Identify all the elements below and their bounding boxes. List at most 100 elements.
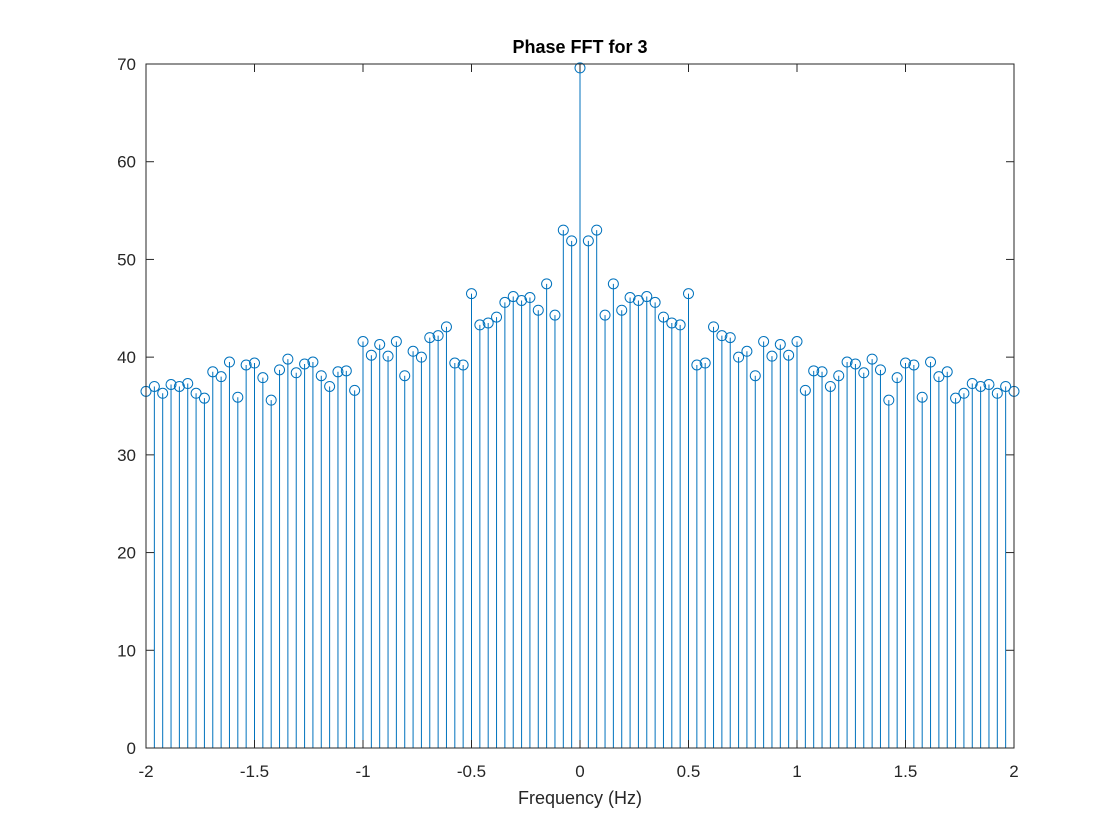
- stem-marker: [240, 359, 252, 371]
- x-tick-label: -1: [355, 762, 370, 781]
- stem-marker: [482, 317, 494, 329]
- stem-marker: [716, 330, 728, 342]
- stem-marker: [524, 292, 536, 304]
- stem-marker: [808, 365, 820, 377]
- stem-marker: [282, 353, 294, 365]
- y-tick-label: 50: [117, 250, 136, 269]
- stem-marker: [791, 336, 803, 348]
- stem-marker: [966, 378, 978, 390]
- stem-marker: [315, 370, 327, 382]
- x-axis-ticks: -2 -1.5 -1 -0.5 0 0.5 1 1.5 2: [138, 64, 1019, 781]
- x-tick-label: 2: [1009, 762, 1018, 781]
- y-tick-label: 0: [127, 739, 136, 758]
- stem-marker: [424, 332, 436, 344]
- y-tick-label: 70: [117, 55, 136, 74]
- x-tick-label: -2: [138, 762, 153, 781]
- stem-marker: [708, 321, 720, 333]
- chart-title: Phase FFT for 3: [512, 37, 647, 57]
- y-tick-label: 40: [117, 348, 136, 367]
- stem-marker: [382, 350, 394, 362]
- stem-marker: [549, 309, 561, 321]
- stem-marker: [925, 356, 937, 368]
- stem-marker: [232, 391, 244, 403]
- stem-marker: [599, 309, 611, 321]
- stem-marker: [774, 338, 786, 350]
- stem-marker: [190, 387, 202, 399]
- stem-marker: [683, 288, 694, 300]
- stem-marker: [641, 291, 653, 303]
- stem-marker: [307, 356, 319, 368]
- stem-marker: [799, 384, 811, 396]
- stem-marker: [816, 366, 828, 378]
- stem-marker: [532, 304, 544, 316]
- stem-marker: [457, 359, 469, 371]
- stem-marker: [390, 336, 402, 348]
- stem-marker: [900, 357, 911, 369]
- x-tick-label: 0: [575, 762, 584, 781]
- stem-marker: [499, 296, 511, 308]
- stem-marker: [582, 235, 594, 247]
- stem-marker: [432, 330, 444, 342]
- x-tick-label: 1.5: [894, 762, 918, 781]
- stem-marker: [516, 294, 528, 306]
- stem-marker: [557, 224, 569, 236]
- stem-marker: [1000, 380, 1012, 392]
- stem-marker: [357, 336, 369, 348]
- stem-marker: [223, 356, 235, 368]
- stem-marker: [849, 358, 861, 370]
- stem-marker: [916, 391, 928, 403]
- x-axis-label: Frequency (Hz): [518, 788, 642, 808]
- stem-marker: [649, 296, 661, 308]
- stem-marker: [724, 332, 736, 344]
- stem-marker: [657, 311, 669, 323]
- stem-marker: [824, 380, 836, 392]
- stem-marker: [874, 364, 886, 376]
- stem-marker: [741, 345, 753, 357]
- x-tick-label: -0.5: [457, 762, 486, 781]
- stem-marker: [674, 319, 686, 331]
- stem-marker: [148, 380, 160, 392]
- x-tick-label: 0.5: [677, 762, 701, 781]
- stem-marker: [265, 394, 277, 406]
- stem-marker: [666, 317, 678, 329]
- stem-marker: [908, 359, 920, 371]
- stem-marker: [958, 387, 970, 399]
- stem-marker: [274, 364, 286, 376]
- stem-marker: [624, 292, 636, 304]
- stem-marker: [883, 394, 895, 406]
- stem-marker: [975, 380, 987, 392]
- stem-marker: [591, 224, 603, 236]
- stem-marker: [198, 392, 210, 404]
- stem-marker: [950, 392, 962, 404]
- stem-marker: [415, 351, 427, 363]
- stem-marker: [733, 351, 745, 363]
- stem-marker: [249, 357, 260, 369]
- stem-marker: [299, 358, 311, 370]
- stem-marker: [691, 359, 703, 371]
- y-tick-label: 10: [117, 641, 136, 660]
- stem-marker: [858, 367, 870, 379]
- stem-marker: [841, 356, 853, 368]
- stem-marker: [173, 380, 185, 392]
- stem-marker: [866, 353, 878, 365]
- stem-marker: [616, 304, 628, 316]
- stem-marker: [491, 311, 503, 323]
- stem-marker: [332, 366, 344, 378]
- stem-marker: [749, 370, 761, 382]
- stem-marker: [574, 62, 586, 74]
- stem-marker: [766, 350, 778, 362]
- stem-marker: [466, 288, 477, 300]
- y-tick-label: 60: [117, 153, 136, 172]
- stem-marker: [399, 370, 411, 382]
- stem-marker: [607, 278, 619, 290]
- stem-marker: [324, 380, 336, 392]
- y-axis-ticks: 0 10 20 30 40 50 60 70: [117, 55, 1014, 758]
- stem-marker: [340, 365, 352, 377]
- stem-marker: [933, 371, 945, 383]
- stem-marker: [157, 387, 169, 399]
- stem-marker: [257, 372, 269, 384]
- stem-marker: [983, 379, 995, 391]
